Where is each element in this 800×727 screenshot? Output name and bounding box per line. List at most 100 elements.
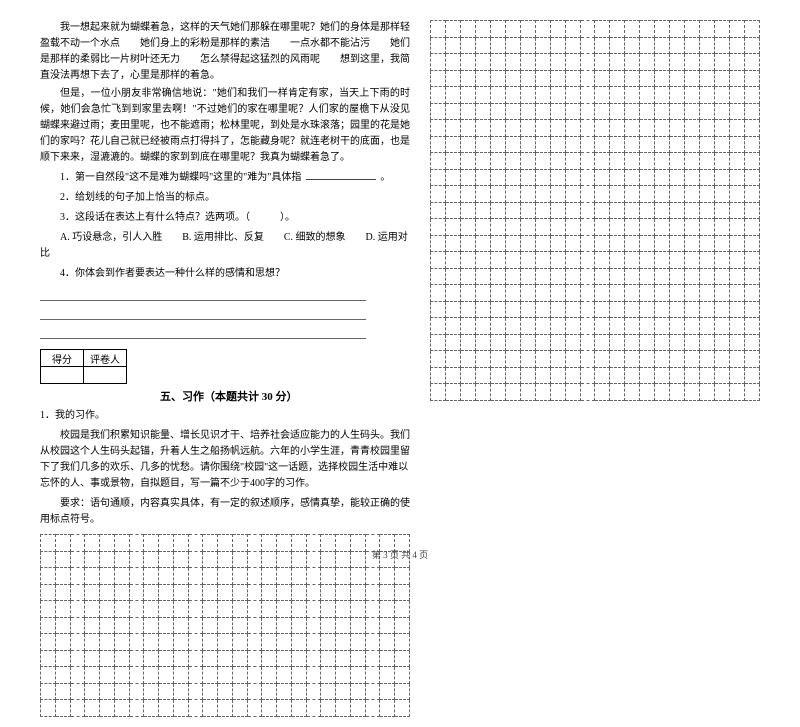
grid-cell[interactable]	[520, 219, 535, 236]
grid-cell[interactable]	[730, 219, 745, 236]
grid-cell[interactable]	[490, 169, 505, 186]
grid-cell[interactable]	[610, 235, 625, 252]
grid-cell[interactable]	[395, 568, 410, 585]
grid-cell[interactable]	[685, 87, 700, 104]
grid-cell[interactable]	[336, 683, 351, 700]
grid-cell[interactable]	[336, 634, 351, 651]
grid-cell[interactable]	[565, 351, 580, 368]
grid-cell[interactable]	[595, 202, 610, 219]
grid-cell[interactable]	[321, 650, 336, 667]
grid-cell[interactable]	[610, 268, 625, 285]
grid-cell[interactable]	[336, 617, 351, 634]
grid-cell[interactable]	[610, 252, 625, 269]
grid-cell[interactable]	[159, 601, 174, 618]
grid-cell[interactable]	[715, 235, 730, 252]
grid-cell[interactable]	[730, 384, 745, 401]
grid-cell[interactable]	[395, 617, 410, 634]
grid-cell[interactable]	[520, 285, 535, 302]
grid-cell[interactable]	[565, 70, 580, 87]
grid-cell[interactable]	[41, 584, 56, 601]
grid-cell[interactable]	[685, 202, 700, 219]
grid-cell[interactable]	[350, 584, 365, 601]
grid-cell[interactable]	[144, 683, 159, 700]
grid-cell[interactable]	[535, 169, 550, 186]
grid-cell[interactable]	[670, 367, 685, 384]
grid-cell[interactable]	[520, 252, 535, 269]
grid-cell[interactable]	[745, 120, 760, 137]
grid-cell[interactable]	[535, 54, 550, 71]
grid-cell[interactable]	[277, 584, 292, 601]
grid-cell[interactable]	[218, 601, 233, 618]
grid-cell[interactable]	[520, 301, 535, 318]
grid-cell[interactable]	[625, 318, 640, 335]
grid-cell[interactable]	[431, 235, 446, 252]
grid-cell[interactable]	[431, 367, 446, 384]
grid-cell[interactable]	[730, 21, 745, 38]
grid-cell[interactable]	[350, 683, 365, 700]
grid-cell[interactable]	[745, 186, 760, 203]
grid-cell[interactable]	[715, 103, 730, 120]
grid-cell[interactable]	[715, 384, 730, 401]
grid-cell[interactable]	[550, 384, 565, 401]
grid-cell[interactable]	[505, 351, 520, 368]
grid-cell[interactable]	[745, 87, 760, 104]
grid-cell[interactable]	[730, 37, 745, 54]
grid-cell[interactable]	[520, 186, 535, 203]
grid-cell[interactable]	[715, 70, 730, 87]
grid-cell[interactable]	[700, 103, 715, 120]
grid-cell[interactable]	[745, 54, 760, 71]
grid-cell[interactable]	[188, 667, 203, 684]
grid-cell[interactable]	[232, 634, 247, 651]
grid-cell[interactable]	[173, 634, 188, 651]
grid-cell[interactable]	[520, 70, 535, 87]
grid-cell[interactable]	[625, 70, 640, 87]
grid-cell[interactable]	[277, 634, 292, 651]
grid-cell[interactable]	[159, 650, 174, 667]
grid-cell[interactable]	[535, 103, 550, 120]
grid-cell[interactable]	[445, 384, 460, 401]
grid-cell[interactable]	[670, 202, 685, 219]
grid-cell[interactable]	[395, 700, 410, 717]
grid-cell[interactable]	[550, 186, 565, 203]
grid-cell[interactable]	[505, 54, 520, 71]
grid-cell[interactable]	[100, 667, 115, 684]
grid-cell[interactable]	[445, 186, 460, 203]
grid-cell[interactable]	[700, 268, 715, 285]
grid-cell[interactable]	[745, 285, 760, 302]
grid-cell[interactable]	[580, 186, 595, 203]
grid-cell[interactable]	[700, 120, 715, 137]
grid-cell[interactable]	[321, 584, 336, 601]
grid-cell[interactable]	[670, 103, 685, 120]
grid-cell[interactable]	[595, 268, 610, 285]
answer-line[interactable]	[40, 307, 366, 320]
grid-cell[interactable]	[670, 87, 685, 104]
grid-cell[interactable]	[565, 21, 580, 38]
grid-cell[interactable]	[610, 351, 625, 368]
grid-cell[interactable]	[520, 367, 535, 384]
grid-cell[interactable]	[565, 120, 580, 137]
grid-cell[interactable]	[685, 120, 700, 137]
grid-cell[interactable]	[595, 252, 610, 269]
grid-cell[interactable]	[700, 285, 715, 302]
grid-cell[interactable]	[715, 334, 730, 351]
grid-cell[interactable]	[670, 21, 685, 38]
grid-cell[interactable]	[715, 136, 730, 153]
grid-cell[interactable]	[640, 186, 655, 203]
grid-cell[interactable]	[114, 683, 129, 700]
grid-cell[interactable]	[431, 186, 446, 203]
grid-cell[interactable]	[685, 37, 700, 54]
grid-cell[interactable]	[159, 700, 174, 717]
grid-cell[interactable]	[85, 584, 100, 601]
grid-cell[interactable]	[700, 87, 715, 104]
grid-cell[interactable]	[431, 334, 446, 351]
grid-cell[interactable]	[188, 683, 203, 700]
grid-cell[interactable]	[41, 617, 56, 634]
grid-cell[interactable]	[70, 700, 85, 717]
grid-cell[interactable]	[565, 367, 580, 384]
grid-cell[interactable]	[685, 268, 700, 285]
grid-cell[interactable]	[595, 37, 610, 54]
grid-cell[interactable]	[745, 252, 760, 269]
grid-cell[interactable]	[625, 285, 640, 302]
grid-cell[interactable]	[670, 268, 685, 285]
grid-cell[interactable]	[520, 21, 535, 38]
